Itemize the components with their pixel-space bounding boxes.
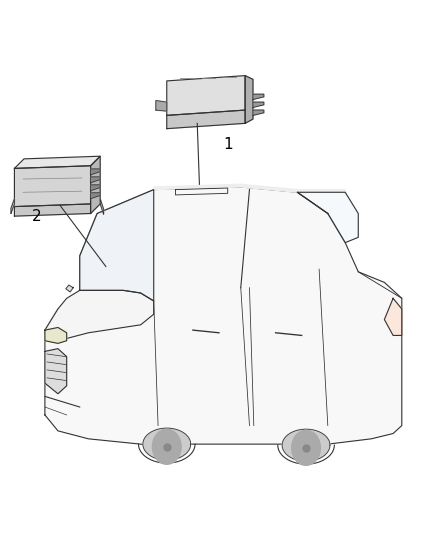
Polygon shape: [45, 187, 402, 449]
Polygon shape: [14, 166, 91, 207]
Polygon shape: [253, 102, 264, 108]
Polygon shape: [297, 192, 358, 243]
Polygon shape: [167, 76, 245, 115]
Polygon shape: [143, 428, 191, 460]
Polygon shape: [11, 199, 14, 214]
Polygon shape: [66, 285, 73, 292]
Polygon shape: [45, 327, 67, 343]
Polygon shape: [253, 110, 264, 115]
Circle shape: [152, 429, 181, 464]
Polygon shape: [253, 94, 264, 100]
Polygon shape: [91, 177, 100, 183]
Circle shape: [292, 430, 321, 465]
Polygon shape: [45, 290, 154, 341]
Polygon shape: [45, 349, 67, 394]
Polygon shape: [154, 184, 345, 192]
Polygon shape: [156, 101, 167, 111]
Polygon shape: [14, 204, 91, 216]
Polygon shape: [14, 156, 100, 168]
Polygon shape: [100, 199, 104, 215]
Polygon shape: [245, 76, 253, 123]
Polygon shape: [91, 193, 100, 199]
Polygon shape: [91, 185, 100, 191]
Polygon shape: [282, 429, 330, 461]
Text: 1: 1: [223, 137, 233, 152]
Polygon shape: [91, 169, 100, 175]
Text: 2: 2: [32, 208, 41, 224]
Polygon shape: [167, 110, 245, 128]
Polygon shape: [91, 156, 100, 214]
Polygon shape: [385, 298, 402, 335]
Polygon shape: [80, 190, 154, 301]
